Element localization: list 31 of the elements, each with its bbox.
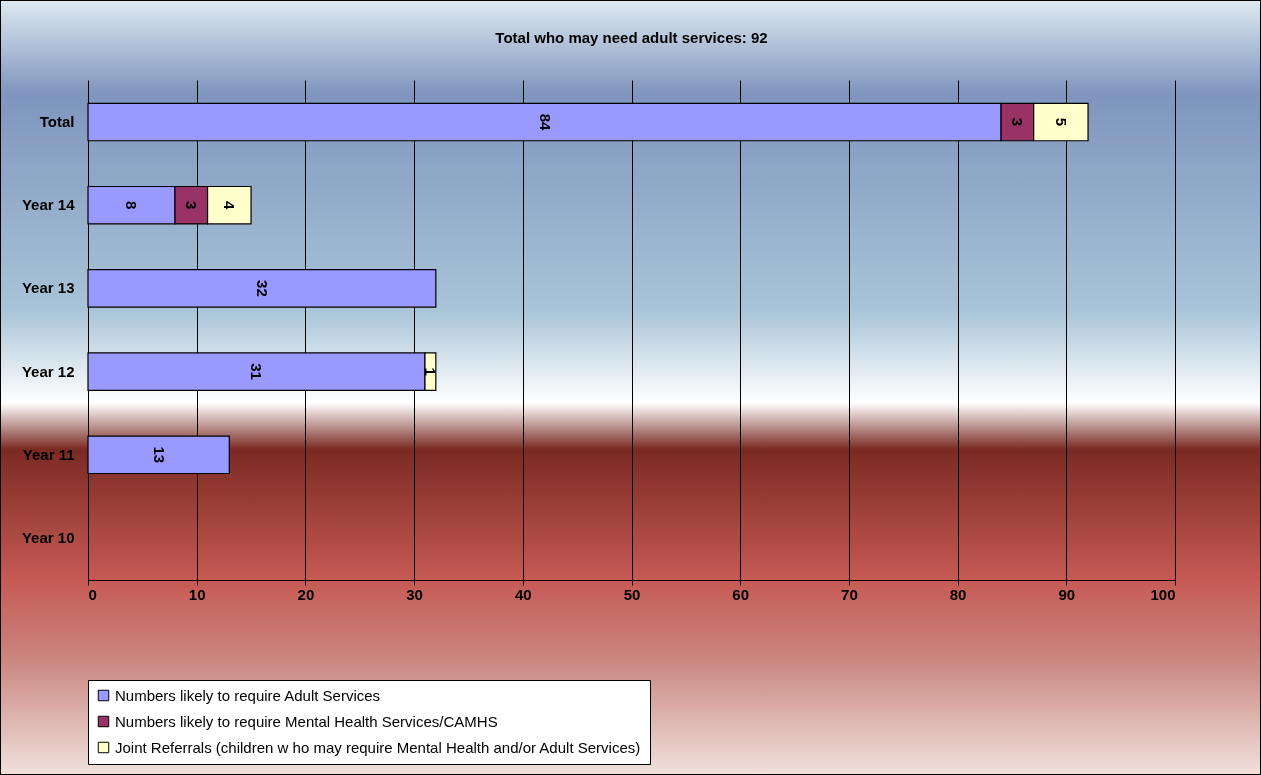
y-tick-label: Year 11	[22, 445, 75, 463]
x-tick-label: 40	[514, 585, 532, 603]
y-tick-label: Year 10	[21, 528, 75, 546]
legend-label: Numbers likely to require Adult Services	[115, 686, 381, 704]
y-tick-label: Total	[39, 113, 75, 131]
data-label: 4	[221, 201, 239, 211]
legend-label: Joint Referrals (children w ho may require Mental Health and/or Adult Services)	[115, 738, 641, 756]
x-tick-label: 0	[88, 585, 97, 603]
x-tick-label: 20	[297, 585, 315, 603]
x-tick-label: 100	[1150, 585, 1176, 603]
data-label: 84	[536, 113, 554, 132]
data-label: 31	[248, 363, 266, 380]
x-tick-label: 50	[623, 585, 641, 603]
data-label: 3	[183, 201, 201, 210]
x-tick-label: 70	[841, 585, 858, 603]
legend-label: Numbers likely to require Mental Health Services/CAMHS	[115, 712, 498, 730]
y-tick-label: Year 14	[21, 196, 76, 214]
data-label: 1	[422, 367, 440, 376]
data-label: 32	[253, 280, 271, 297]
data-label: 13	[150, 446, 168, 464]
data-label: 8	[123, 201, 141, 210]
data-label: 3	[1009, 117, 1027, 127]
data-label: 5	[1052, 117, 1070, 127]
chart-title: Total who may need adult services: 92	[495, 29, 768, 46]
x-tick-label: 90	[1058, 585, 1076, 603]
y-tick-label: Year 12	[21, 362, 75, 380]
y-tick-label: Year 13	[21, 279, 75, 297]
x-tick-label: 30	[406, 585, 423, 603]
x-tick-label: 60	[732, 585, 750, 603]
x-tick-label: 80	[949, 585, 967, 603]
x-tick-label: 10	[188, 585, 206, 603]
